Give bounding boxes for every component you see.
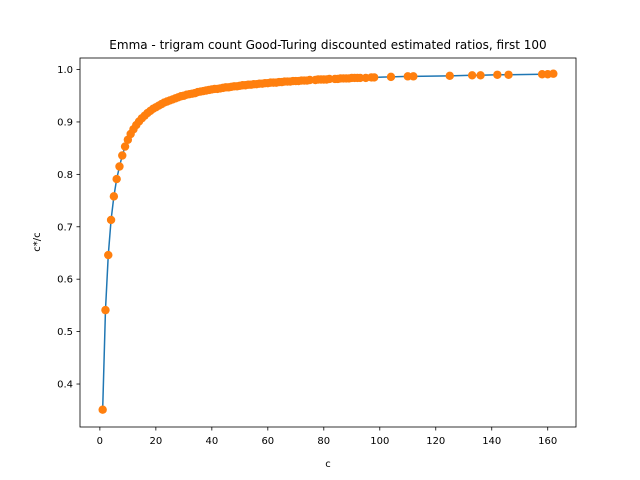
x-tick-label: 0 bbox=[97, 436, 103, 447]
y-tick-label: 0.5 bbox=[57, 327, 73, 338]
data-point bbox=[120, 142, 130, 151]
x-axis: 0 20 40 60 80 100 120 140 160 bbox=[97, 427, 557, 447]
data-point bbox=[112, 174, 121, 184]
plot-area bbox=[98, 69, 558, 414]
data-point bbox=[369, 73, 379, 82]
data-point bbox=[549, 69, 558, 78]
data-point bbox=[104, 250, 113, 260]
x-tick-label: 120 bbox=[426, 436, 445, 447]
x-tick-label: 20 bbox=[149, 436, 162, 447]
y-tick-label: 0.4 bbox=[57, 380, 73, 391]
data-point bbox=[409, 72, 418, 81]
y-tick-label: 0.9 bbox=[57, 117, 73, 128]
y-tick-label: 0.7 bbox=[57, 222, 73, 233]
data-point bbox=[476, 71, 485, 80]
data-point bbox=[445, 71, 454, 81]
x-tick-label: 140 bbox=[482, 436, 501, 447]
data-point bbox=[504, 70, 513, 79]
y-tick-label: 1.0 bbox=[57, 65, 73, 76]
data-points bbox=[98, 69, 558, 414]
data-point bbox=[493, 70, 502, 79]
chart-title: Emma - trigram count Good-Turing discoun… bbox=[109, 38, 546, 52]
y-tick-label: 0.6 bbox=[57, 275, 73, 286]
data-point bbox=[98, 405, 107, 414]
data-point bbox=[118, 151, 127, 160]
plot-frame bbox=[79, 57, 577, 428]
x-tick-label: 160 bbox=[538, 436, 557, 447]
y-axis: 0.4 0.5 0.6 0.7 0.8 0.9 1.0 bbox=[57, 65, 80, 391]
y-axis-label: c*/c bbox=[32, 232, 43, 251]
data-point bbox=[106, 215, 116, 225]
x-axis-label: c bbox=[325, 459, 331, 470]
data-point bbox=[101, 305, 110, 315]
x-tick-label: 40 bbox=[205, 436, 218, 447]
y-tick-label: 0.8 bbox=[57, 170, 73, 181]
x-tick-label: 80 bbox=[317, 436, 330, 447]
data-point bbox=[386, 72, 396, 82]
x-tick-label: 60 bbox=[261, 436, 274, 447]
data-point bbox=[109, 192, 119, 201]
data-point bbox=[467, 71, 477, 80]
x-tick-label: 100 bbox=[370, 436, 389, 447]
data-point bbox=[115, 162, 124, 171]
